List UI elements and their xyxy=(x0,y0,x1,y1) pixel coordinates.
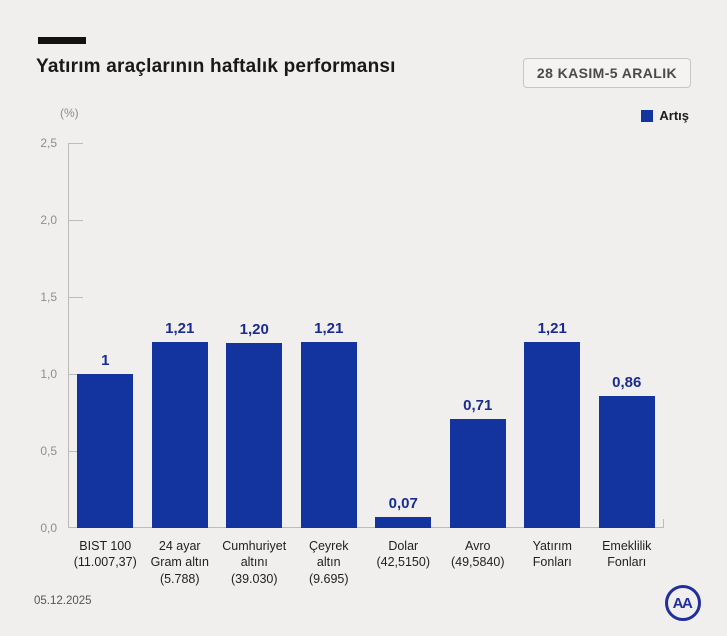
y-axis xyxy=(68,143,69,528)
category-label: Emeklilik Fonları xyxy=(602,539,652,570)
bar xyxy=(77,374,134,528)
y-axis-unit-label: (%) xyxy=(60,106,79,120)
y-tick-label: 1,0 xyxy=(40,367,57,381)
bar-slot: 1,21 Çeyrek altın (9.695) xyxy=(292,143,367,586)
bar-value-label: 1,20 xyxy=(239,321,269,338)
y-tick-label: 1,5 xyxy=(40,290,57,304)
bar-value-label: 0,86 xyxy=(612,374,642,391)
period-badge: 28 KASIM-5 ARALIK xyxy=(522,58,691,88)
bar xyxy=(449,419,506,528)
bar-slot: 1,20 Cumhuriyet altını (39.030) xyxy=(217,143,292,586)
bar-slot: 0,07 Dolar (42,5150) xyxy=(366,143,441,569)
bar xyxy=(226,343,283,528)
legend-color-swatch xyxy=(641,109,654,122)
category-label: Yatırım Fonları xyxy=(532,539,572,570)
y-tick-label: 0,5 xyxy=(40,444,57,458)
y-tick-mark xyxy=(68,297,83,298)
x-axis xyxy=(68,527,664,528)
bar xyxy=(598,396,655,528)
bar-value-label: 1 xyxy=(101,352,110,369)
accent-bar xyxy=(38,37,86,44)
category-label: Çeyrek altın (9.695) xyxy=(308,539,349,586)
y-tick-mark xyxy=(68,374,83,375)
bar-value-label: 1,21 xyxy=(314,320,344,337)
category-label: Cumhuriyet altını (39.030) xyxy=(222,539,287,586)
bar xyxy=(300,342,357,528)
category-label: BIST 100 (11.007,37) xyxy=(73,539,137,570)
bar xyxy=(375,517,432,528)
legend-label: Artış xyxy=(659,108,689,123)
bar-value-label: 0,07 xyxy=(388,495,418,512)
bar-value-label: 1,21 xyxy=(165,320,195,337)
y-tick-label: 2,5 xyxy=(40,136,57,150)
category-label: Avro (49,5840) xyxy=(450,539,505,570)
bar-slot: 0,86 Emeklilik Fonları xyxy=(590,143,665,569)
y-tick-label: 2,0 xyxy=(40,213,57,227)
bar-slot: 1,21 Yatırım Fonları xyxy=(515,143,590,569)
y-tick-label: 0,0 xyxy=(40,521,57,535)
bar xyxy=(524,342,581,528)
plot-area: 2,5 2,0 1,5 1,0 0,5 0,0 1 BIST 100 (11.007,37) 1… xyxy=(40,136,665,586)
category-label: 24 ayar Gram altın (5.788) xyxy=(150,539,209,586)
bar-value-label: 1,21 xyxy=(537,320,567,337)
bar-slot: 0,71 Avro (49,5840) xyxy=(441,143,516,569)
y-tick-mark xyxy=(68,220,83,221)
date-label: 05.12.2025 xyxy=(34,595,92,607)
bar xyxy=(151,342,208,528)
category-label: Dolar (42,5150) xyxy=(376,539,430,570)
x-axis-endcap xyxy=(663,519,664,528)
bar-value-label: 0,71 xyxy=(463,397,493,414)
y-tick-mark xyxy=(68,451,83,452)
aa-logo: AA xyxy=(665,585,701,621)
page-title: Yatırım araçlarının haftalık performansı xyxy=(36,56,396,77)
legend: Artış xyxy=(641,108,689,123)
bar-slot: 1 BIST 100 (11.007,37) xyxy=(68,143,143,569)
y-tick-mark xyxy=(68,143,83,144)
bar-slot: 1,21 24 ayar Gram altın (5.788) xyxy=(143,143,218,586)
aa-logo-text: AA xyxy=(672,594,693,612)
